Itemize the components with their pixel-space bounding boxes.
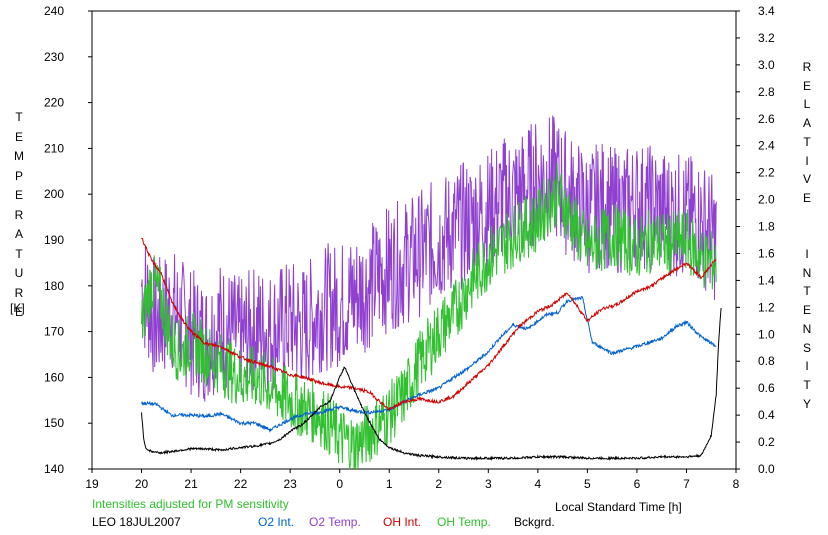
y-left-title-letter: R: [14, 285, 24, 300]
y-left-title-letter: E: [14, 305, 23, 319]
y-left-tick-label: 240: [44, 4, 64, 18]
y-right-tick-label: 2.6: [758, 112, 775, 126]
y-left-title-letter: T: [15, 246, 23, 261]
x-tick-label: 21: [184, 477, 198, 491]
y-right-title-letter: T: [803, 377, 811, 392]
y-right-tick-label: 2.2: [758, 166, 775, 180]
station-date-label: LEO 18JUL2007: [92, 515, 181, 529]
y-right-title-letter: E: [802, 190, 811, 205]
y-right-title-letter: V: [802, 172, 811, 187]
y-right-tick-label: 1.4: [758, 273, 775, 287]
y-right-title-letter: N: [802, 321, 812, 336]
y-left-tick-label: 150: [44, 416, 64, 430]
y-right-title-letter: Y: [802, 396, 811, 411]
y-left-title-letter: R: [14, 207, 24, 222]
x-axis: 19 20 21 22 23 0 1 2 3 4 5 6 7 8: [85, 469, 740, 491]
x-tick-label: 0: [336, 477, 343, 491]
x-tick-label: 4: [535, 477, 542, 491]
y-right-tick-label: 2.4: [758, 139, 775, 153]
y-axis-left: 140 150 160 170 180 190 200 210 220 230 240: [44, 4, 92, 476]
x-tick-label: 23: [283, 477, 297, 491]
x-tick-label: 20: [135, 477, 149, 491]
legend-item: O2 Int.: [258, 515, 295, 529]
x-tick-label: 7: [683, 477, 690, 491]
y-right-tick-label: 1.6: [758, 246, 775, 260]
series-layer: [141, 115, 722, 470]
y-right-title-letter: I: [805, 153, 809, 168]
y-right-title-letter: L: [803, 97, 811, 112]
series-line-oh-temp: [141, 163, 717, 470]
y-left-tick-label: 230: [44, 50, 64, 64]
y-left-title-letter: A: [14, 227, 23, 241]
y-axis-right: 0.0 0.2 0.4 0.6 0.8 1.0 1.2 1.4 1.6 1.8 2.0 2.2 2.4 2…: [736, 4, 775, 476]
y-right-title-letter: [797, 226, 817, 245]
x-tick-label: 3: [485, 477, 492, 491]
y-axis-left-unit: [K]: [10, 301, 25, 315]
x-axis-title: Local Standard Time [h]: [555, 500, 682, 514]
y-right-title-letter: E: [802, 78, 811, 93]
y-left-title-letter: P: [14, 168, 23, 183]
legend-item: OH Int.: [383, 515, 422, 529]
y-right-tick-label: 2.0: [758, 193, 775, 207]
y-right-tick-label: 3.0: [758, 58, 775, 72]
y-right-tick-label: 0.6: [758, 381, 775, 395]
y-right-title-letter: E: [802, 303, 811, 318]
y-left-tick-label: 170: [44, 325, 64, 339]
y-right-tick-label: 1.0: [758, 327, 775, 341]
sensitivity-note: Intensities adjusted for PM sensitivity: [92, 497, 289, 511]
y-left-title-letter: M: [14, 149, 24, 163]
x-tick-label: 22: [234, 477, 248, 491]
y-right-title-letter: A: [802, 116, 811, 131]
y-left-title-letter: U: [14, 266, 24, 280]
y-right-tick-label: 3.2: [758, 31, 775, 45]
y-left-title-letter: E: [14, 129, 23, 144]
y-right-title-letter: R: [802, 60, 812, 74]
y-right-title-letter: N: [802, 265, 812, 280]
y-right-tick-label: 0.4: [758, 408, 775, 422]
series-line-oh-int: [141, 237, 717, 412]
y-right-tick-label: 1.8: [758, 220, 775, 234]
series-line-o2-int: [141, 296, 717, 434]
y-right-tick-label: 0.0: [758, 462, 775, 476]
y-left-title-letter: T: [15, 110, 23, 124]
y-left-tick-label: 190: [44, 233, 64, 247]
y-right-tick-label: 1.2: [758, 300, 775, 314]
y-right-tick-label: 0.8: [758, 354, 775, 368]
x-tick-label: 1: [386, 477, 393, 491]
y-left-tick-label: 200: [44, 187, 64, 201]
x-tick-label: 5: [584, 477, 591, 491]
y-right-title-letter: S: [802, 340, 811, 355]
x-tick-label: 6: [634, 477, 641, 491]
y-right-tick-label: 0.2: [758, 435, 775, 449]
x-tick-label: 8: [733, 477, 740, 491]
y-right-title-letter: [797, 208, 817, 227]
y-right-tick-label: 3.4: [758, 4, 775, 18]
y-left-tick-label: 140: [44, 462, 64, 476]
y-right-title-letter: I: [805, 359, 809, 374]
y-right-title-letter: I: [805, 247, 809, 262]
legend-item: O2 Temp.: [309, 515, 361, 529]
y-left-tick-label: 220: [44, 96, 64, 110]
y-right-title-letter: T: [803, 284, 811, 299]
y-left-tick-label: 180: [44, 279, 64, 293]
series-line-bckgrd: [141, 307, 722, 462]
y-right-title-letter: T: [803, 134, 811, 149]
y-left-tick-label: 160: [44, 370, 64, 384]
y-left-title-letter: E: [14, 188, 23, 202]
legend-item: OH Temp.: [437, 515, 491, 529]
x-tick-label: 2: [435, 477, 442, 491]
y-right-tick-label: 2.8: [758, 85, 775, 99]
x-tick-label: 19: [85, 477, 99, 491]
y-left-tick-label: 210: [44, 141, 64, 155]
legend-item: Bckgrd.: [514, 515, 555, 529]
